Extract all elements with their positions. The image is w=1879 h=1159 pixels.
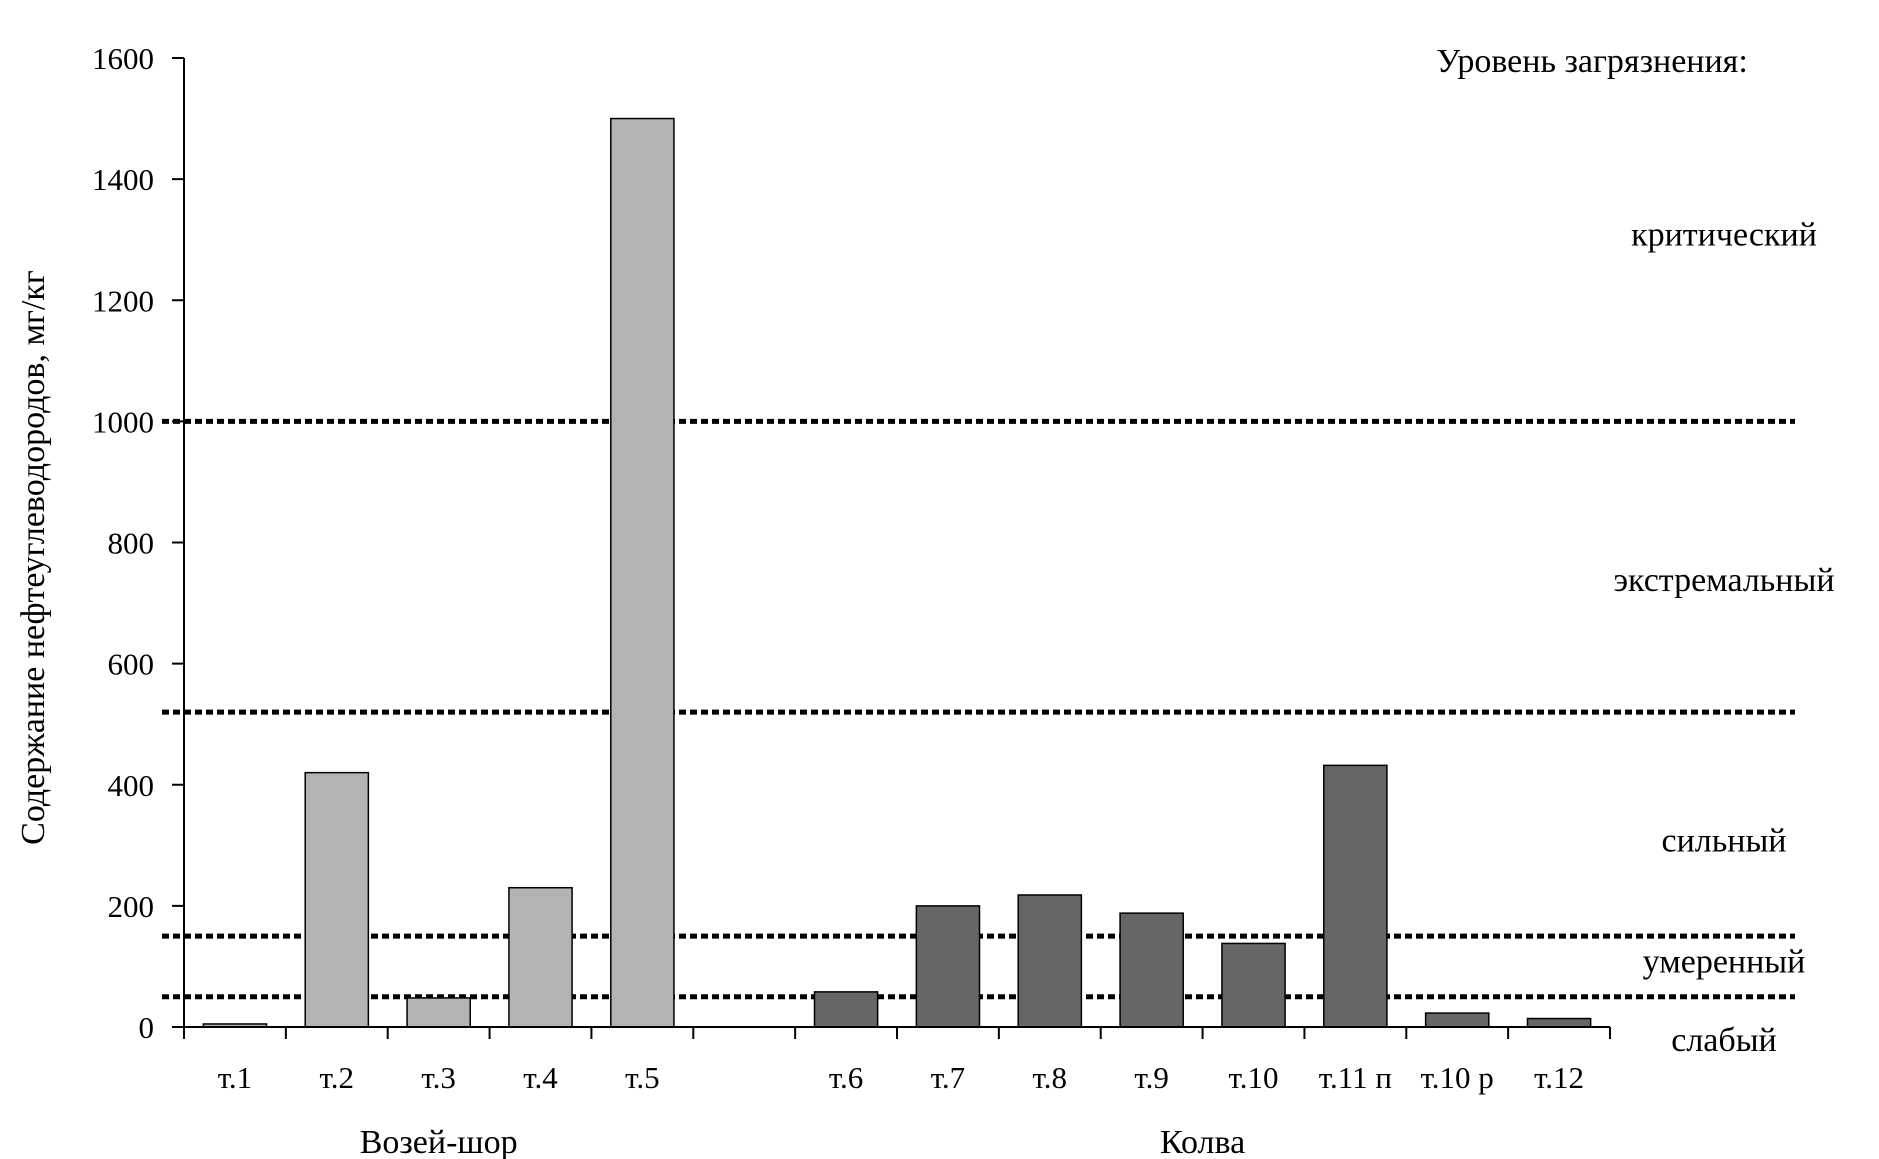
category-label-т6: т.6 [829, 1060, 863, 1095]
bar-т5 [610, 117, 675, 1028]
pollution-levels-title: Уровень загрязнения: [1436, 43, 1748, 80]
category-label-т1: т.1 [218, 1060, 252, 1095]
category-label-т10-р: т.10 р [1421, 1060, 1494, 1095]
category-label-т3: т.3 [421, 1060, 455, 1095]
axes [183, 58, 1610, 1028]
y-tick-label: 200 [108, 889, 155, 924]
category-label-т4: т.4 [523, 1060, 558, 1095]
group-label-0: Возей-шор [360, 1124, 518, 1159]
category-labels: т.1 т.2 т.3 т.4 т.5 т.6 т.7 т.8 т.9 т.10 т.11 п т.1… [218, 1060, 1584, 1095]
bar-т3 [406, 997, 471, 1028]
y-tick-label: 600 [108, 647, 155, 682]
bar-т10 [1221, 942, 1286, 1028]
bar-т9 [1119, 912, 1184, 1028]
y-tick-label: 1000 [92, 404, 154, 439]
pollution-level-labels: слабый умеренный сильный экстремальный крити… [1613, 217, 1834, 1059]
category-label-т5: т.5 [625, 1060, 659, 1095]
y-axis-ticks: 0 200 400 600 800 1000 1200 1400 1600 [92, 41, 184, 1045]
bar-т7 [915, 905, 981, 1028]
level-label-критический: критический [1631, 217, 1817, 254]
level-label-экстремальный: экстремальный [1613, 562, 1834, 599]
level-label-сильный: сильный [1662, 822, 1787, 859]
category-label-т11-п: т.11 п [1319, 1060, 1392, 1095]
y-tick-label: 1400 [92, 162, 154, 197]
y-axis-title: Содержание нефтеуглеводородов, мг/кг [15, 270, 52, 845]
bar-т6 [813, 991, 879, 1028]
y-tick-label: 1600 [92, 41, 154, 76]
category-label-т2: т.2 [320, 1060, 354, 1095]
group-labels: Возей-шор Колва [360, 1124, 1245, 1159]
category-label-т12: т.12 [1534, 1060, 1584, 1095]
bar-т11-п [1323, 764, 1388, 1028]
bars [202, 117, 1592, 1028]
bar-т4 [508, 886, 573, 1028]
y-tick-label: 0 [139, 1010, 155, 1045]
y-tick-label: 800 [108, 526, 155, 561]
bar-т2 [304, 771, 370, 1028]
category-label-т10: т.10 [1229, 1060, 1279, 1095]
category-label-т8: т.8 [1033, 1060, 1067, 1095]
bar-т12 [1526, 1017, 1592, 1028]
bar-т10-р [1424, 1012, 1490, 1028]
category-label-т7: т.7 [931, 1060, 965, 1095]
bar-т8 [1017, 894, 1083, 1028]
y-tick-label: 1200 [92, 283, 154, 318]
y-tick-label: 400 [108, 768, 155, 803]
level-label-умеренный: умеренный [1643, 943, 1806, 980]
category-label-т9: т.9 [1134, 1060, 1168, 1095]
level-label-слабый: слабый [1671, 1022, 1777, 1059]
group-label-1: Колва [1160, 1124, 1245, 1159]
x-axis-ticks [183, 1027, 1611, 1039]
